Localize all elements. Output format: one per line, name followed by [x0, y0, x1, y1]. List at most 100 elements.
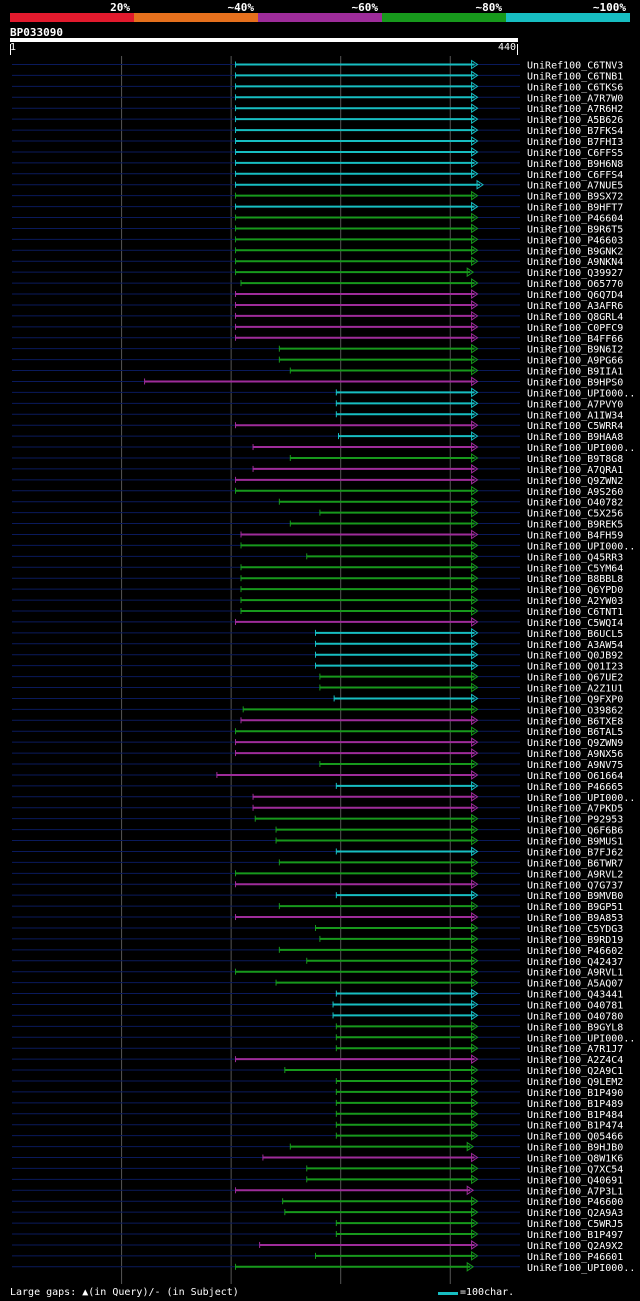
- ruler-start-tick: [10, 44, 11, 55]
- hit-label: UniRef100_C6TKS6: [527, 82, 623, 93]
- hit-arrow: [471, 463, 479, 474]
- hit-arrow: [471, 726, 479, 737]
- hit-arrow: [471, 955, 479, 966]
- hit-arrow: [471, 1152, 479, 1163]
- hit-arrow: [471, 671, 479, 682]
- hit-arrow: [471, 551, 479, 562]
- legend-segment: [258, 13, 382, 22]
- hit-label: UniRef100_B9REK5: [527, 520, 623, 531]
- hit-label: UniRef100_O61664: [527, 771, 623, 782]
- hit-arrow: [471, 704, 479, 715]
- hit-arrow: [471, 1119, 479, 1130]
- hit-label: UniRef100_C6TNT1: [527, 607, 623, 618]
- legend-label: ~60%: [351, 1, 379, 14]
- hit-arrow: [471, 223, 479, 234]
- hit-label: UniRef100_Q9LEM2: [527, 1077, 623, 1088]
- hit-label: UniRef100_A5AQ07: [527, 979, 623, 990]
- hit-label: UniRef100_B9MVB0: [527, 891, 623, 902]
- hit-label: UniRef100_B9GNK2: [527, 246, 623, 257]
- hit-arrow: [471, 791, 479, 802]
- hit-arrow: [471, 518, 479, 529]
- hit-label: UniRef100_B9N6I2: [527, 345, 623, 356]
- hit-label: UniRef100_Q8GRL4: [527, 312, 623, 323]
- hit-label: UniRef100_A7NUE5: [527, 181, 623, 192]
- hit-arrow: [471, 256, 479, 267]
- hit-label: UniRef100_A9NX56: [527, 749, 623, 760]
- hit-arrow: [471, 573, 479, 584]
- hit-arrow: [471, 649, 479, 660]
- hit-label: UniRef100_A7PVY0: [527, 399, 623, 410]
- hit-label: UniRef100_C5WRJ5: [527, 1219, 623, 1230]
- hit-arrow: [471, 1240, 479, 1250]
- hit-label: UniRef100_Q43441: [527, 990, 623, 1001]
- hit-arrow: [471, 114, 479, 125]
- hit-arrow: [471, 824, 479, 835]
- hit-label: UniRef100_Q67UE2: [527, 673, 623, 684]
- hit-label: UniRef100_P46601: [527, 1252, 623, 1263]
- hit-label: UniRef100_A7R1J7: [527, 1044, 623, 1055]
- hit-label: UniRef100_A9S260: [527, 487, 623, 498]
- hit-arrow: [471, 1207, 479, 1218]
- hit-arrow: [471, 562, 479, 573]
- hit-label: UniRef100_UPI000..: [527, 1033, 635, 1044]
- hit-label: UniRef100_Q7G737: [527, 880, 623, 891]
- hit-arrow: [471, 1229, 479, 1239]
- hit-label: UniRef100_A9RVL2: [527, 869, 623, 880]
- hit-arrow: [471, 715, 479, 726]
- hit-arrow: [471, 1054, 479, 1065]
- hit-arrow: [471, 168, 479, 179]
- hit-arrow: [471, 944, 479, 955]
- hit-label: UniRef100_B1P484: [527, 1110, 623, 1121]
- hit-arrow: [471, 627, 479, 638]
- hit-label: UniRef100_A9RVL1: [527, 968, 623, 979]
- hit-arrow: [471, 136, 479, 146]
- large-gaps-note: Large gaps: ▲(in Query)/- (in Subject): [10, 1287, 239, 1298]
- hit-arrow: [471, 660, 479, 671]
- legend-segment: [382, 13, 506, 22]
- hit-label: UniRef100_UPI000..: [527, 1263, 635, 1274]
- hit-arrow: [471, 988, 479, 999]
- hit-label: UniRef100_Q05466: [527, 1132, 623, 1143]
- hit-label: UniRef100_A7P3L1: [527, 1186, 623, 1197]
- hit-label: UniRef100_B7FHI3: [527, 137, 623, 148]
- hit-arrow: [471, 496, 479, 507]
- hit-arrow: [471, 420, 479, 431]
- hit-label: UniRef100_P46604: [527, 214, 623, 225]
- hit-label: UniRef100_P46603: [527, 235, 623, 246]
- hit-label: UniRef100_B7FJ62: [527, 847, 623, 858]
- hit-label: UniRef100_Q45RR3: [527, 552, 623, 563]
- hit-label: UniRef100_C6TNB1: [527, 71, 623, 82]
- hit-arrow: [471, 1076, 479, 1086]
- hit-arrow: [471, 376, 479, 387]
- hit-label: UniRef100_Q39927: [527, 268, 623, 279]
- hit-label: UniRef100_B4FH59: [527, 530, 623, 541]
- hit-label: UniRef100_Q8W1K6: [527, 1154, 623, 1165]
- hit-arrow: [471, 234, 479, 245]
- hit-arrow: [466, 1185, 475, 1196]
- hit-arrow: [471, 901, 479, 912]
- hit-label: UniRef100_B6UCL5: [527, 629, 623, 640]
- hit-arrow: [471, 398, 479, 409]
- hit-label: UniRef100_O39862: [527, 705, 623, 716]
- hit-label: UniRef100_B1P490: [527, 1088, 623, 1099]
- hit-arrow: [471, 616, 479, 627]
- hit-arrow: [471, 201, 479, 212]
- hit-label: UniRef100_A7R6H2: [527, 104, 623, 115]
- hit-label: UniRef100_B9T8G8: [527, 454, 623, 465]
- hit-label: UniRef100_P92953: [527, 815, 623, 826]
- hit-arrow: [471, 300, 479, 310]
- hit-label: UniRef100_B9A853: [527, 913, 623, 924]
- hit-arrow: [471, 933, 479, 944]
- hit-label: UniRef100_C5WQI4: [527, 618, 623, 629]
- hit-arrow: [471, 1097, 479, 1108]
- hit-label: UniRef100_Q9FXP0: [527, 694, 623, 705]
- hit-arrow: [471, 1163, 479, 1174]
- hit-arrow: [471, 125, 479, 136]
- hit-arrow: [471, 92, 479, 103]
- hit-arrow: [471, 835, 479, 846]
- hit-label: UniRef100_Q6F6B6: [527, 826, 623, 837]
- legend-segment: [134, 13, 258, 22]
- hit-arrow: [471, 1130, 479, 1141]
- hit-arrow: [471, 157, 479, 168]
- hit-arrow: [471, 103, 479, 114]
